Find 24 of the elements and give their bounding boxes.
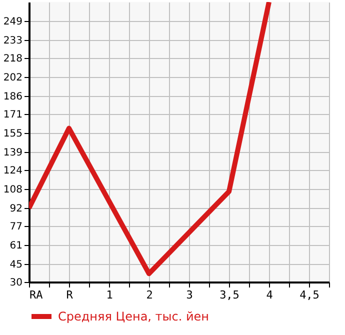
x-tick-label: 3,5 (220, 288, 240, 302)
legend-label: Средняя Цена, тыс. йен (58, 310, 210, 324)
x-tick-label: 1 (106, 288, 113, 302)
y-tick-label: 61 (10, 240, 22, 252)
x-tick-label: RA (30, 288, 44, 302)
y-tick-label: 77 (10, 222, 22, 232)
y-tick-label: 249 (3, 16, 22, 28)
y-tick-label: 139 (3, 148, 22, 159)
y-tick-label: 233 (3, 36, 22, 47)
x-tick-label: 4,5 (300, 288, 320, 302)
x-tick-label: R (66, 288, 74, 302)
y-tick-label: 108 (3, 184, 22, 196)
y-tick-label: 45 (10, 260, 22, 271)
y-tick-label: 92 (10, 204, 22, 215)
y-tick-label: 202 (3, 72, 22, 84)
x-tick-label: 2 (146, 288, 153, 302)
y-tick-label: 124 (3, 166, 22, 176)
y-tick-label: 171 (3, 110, 22, 120)
y-tick-label: 186 (3, 92, 22, 103)
y-tick-label: 30 (10, 278, 22, 288)
y-tick-label: 218 (3, 54, 22, 64)
x-tick-label: 3 (186, 288, 193, 302)
x-tick-label: 4 (266, 288, 274, 302)
y-tick-label: 155 (3, 128, 22, 140)
